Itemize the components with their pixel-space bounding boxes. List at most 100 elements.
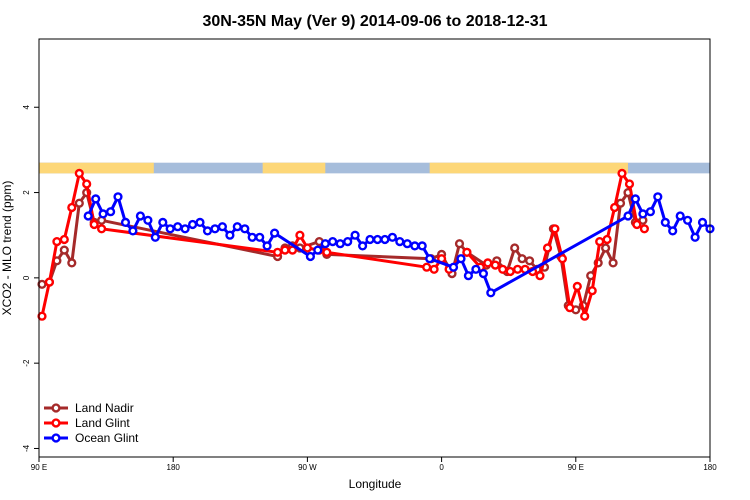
data-point xyxy=(74,198,84,208)
chart-title: 30N-35N May (Ver 9) 2014-09-06 to 2018-1… xyxy=(202,13,547,30)
x-tick-label: 90 W xyxy=(298,463,317,472)
y-axis: -4 -2 0 2 4 xyxy=(22,104,39,452)
data-point xyxy=(668,226,678,236)
data-point xyxy=(505,266,515,277)
legend-label: Land Glint xyxy=(75,416,130,430)
data-point xyxy=(609,202,620,213)
data-point xyxy=(305,251,316,262)
data-point xyxy=(517,254,527,264)
data-point xyxy=(462,247,472,257)
data-point xyxy=(524,256,535,266)
data-point xyxy=(448,262,459,272)
data-point xyxy=(44,277,55,287)
data-point xyxy=(630,194,641,204)
legend-label: Ocean Glint xyxy=(75,431,139,445)
data-point xyxy=(52,237,62,247)
land-band xyxy=(429,162,628,174)
data-point xyxy=(550,224,560,234)
data-point xyxy=(67,258,77,268)
x-tick-label: 90 E xyxy=(31,463,47,472)
data-point xyxy=(510,243,520,253)
data-point xyxy=(240,224,250,234)
data-point xyxy=(328,237,338,247)
data-point xyxy=(608,258,618,268)
data-point xyxy=(262,241,272,251)
data-point xyxy=(602,234,612,245)
data-point xyxy=(295,230,305,240)
data-point xyxy=(387,232,398,242)
data-point xyxy=(639,224,650,234)
data-point xyxy=(624,179,635,189)
data-point xyxy=(478,269,489,279)
data-point xyxy=(59,234,69,245)
data-point xyxy=(660,217,670,228)
y-tick-label: -4 xyxy=(22,444,31,452)
data-point xyxy=(456,254,466,264)
data-point xyxy=(128,226,138,236)
data-point xyxy=(322,247,332,257)
data-point xyxy=(645,207,656,217)
data-point xyxy=(37,279,47,289)
data-point xyxy=(89,219,99,230)
series-line xyxy=(41,191,644,312)
y-tick-label: -2 xyxy=(22,359,31,367)
data-point xyxy=(697,217,708,228)
data-point xyxy=(587,286,597,296)
data-point xyxy=(682,215,693,225)
data-point xyxy=(380,234,390,245)
data-point xyxy=(82,179,92,189)
data-point xyxy=(98,209,108,219)
data-point xyxy=(202,226,213,236)
data-point xyxy=(498,264,508,274)
series-layer xyxy=(37,168,715,321)
data-point xyxy=(83,211,93,221)
data-point xyxy=(617,168,627,179)
data-point xyxy=(471,264,481,274)
data-point xyxy=(135,211,146,221)
data-point xyxy=(358,241,368,251)
data-point xyxy=(600,243,611,253)
x-tick-label: 180 xyxy=(167,463,181,472)
legend-marker xyxy=(51,433,61,443)
data-point xyxy=(343,237,353,247)
data-point xyxy=(195,217,205,228)
data-point xyxy=(158,217,168,228)
data-point xyxy=(302,243,313,253)
data-point xyxy=(486,288,496,298)
data-point xyxy=(690,232,700,242)
data-point xyxy=(150,232,160,242)
data-point xyxy=(623,211,633,221)
data-point xyxy=(165,224,175,234)
data-point xyxy=(105,207,116,217)
data-point xyxy=(335,239,345,249)
data-point xyxy=(454,239,465,249)
x-axis-label: Longitude xyxy=(349,477,402,491)
data-point xyxy=(632,219,642,230)
data-point xyxy=(490,260,500,270)
data-point xyxy=(580,311,590,321)
data-point xyxy=(557,254,568,264)
data-point xyxy=(653,192,663,202)
data-point xyxy=(410,241,420,251)
data-point xyxy=(287,245,298,255)
data-point xyxy=(120,217,131,228)
data-point xyxy=(565,303,575,313)
data-point xyxy=(91,194,101,204)
data-point xyxy=(429,264,439,274)
data-point xyxy=(255,232,265,242)
land-band xyxy=(262,162,326,174)
data-point xyxy=(225,230,235,240)
data-point xyxy=(37,311,47,321)
data-point xyxy=(463,271,474,281)
data-point xyxy=(173,222,183,232)
x-tick-label: 0 xyxy=(439,463,444,472)
y-tick-label: 2 xyxy=(22,190,31,195)
data-point xyxy=(273,247,283,257)
x-axis: 90 E 180 90 W 0 90 E 180 xyxy=(31,457,717,472)
data-point xyxy=(350,230,360,240)
x-tick-label: 180 xyxy=(703,463,717,472)
data-point xyxy=(675,211,685,221)
data-point xyxy=(74,168,84,179)
